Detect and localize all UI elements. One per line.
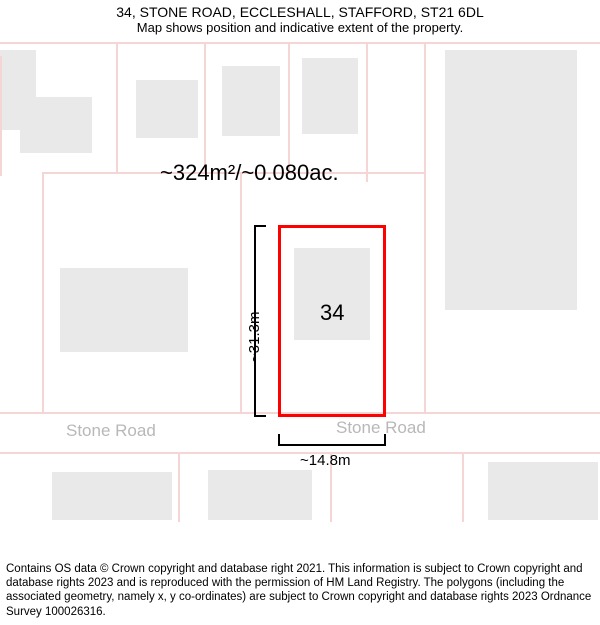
- building-footprint: [302, 58, 358, 134]
- road-name-left: Stone Road: [66, 421, 156, 441]
- plot-boundary-line: [240, 172, 242, 412]
- plot-boundary-line: [462, 452, 464, 522]
- building-footprint: [60, 268, 188, 352]
- copyright-footer: Contains OS data © Crown copyright and d…: [6, 562, 594, 620]
- header-title: 34, STONE ROAD, ECCLESHALL, STAFFORD, ST…: [0, 4, 600, 20]
- plot-boundary-line: [116, 42, 118, 172]
- building-footprint: [0, 50, 36, 130]
- plot-number: 34: [320, 300, 344, 326]
- header-subtitle: Map shows position and indicative extent…: [0, 20, 600, 35]
- building-footprint: [488, 462, 598, 520]
- plot-boundary-line: [0, 56, 2, 176]
- plot-boundary-line: [0, 42, 600, 44]
- plot-boundary-line: [366, 42, 368, 182]
- height-dimension: ~31.3m: [246, 312, 263, 362]
- plot-boundary-line: [424, 42, 426, 412]
- building-footprint: [445, 50, 577, 310]
- plot-boundary-line: [288, 42, 290, 172]
- area-label: ~324m²/~0.080ac.: [160, 160, 339, 186]
- plot-boundary-line: [204, 42, 206, 172]
- building-footprint: [136, 80, 198, 138]
- map-canvas: ~324m²/~0.080ac. ~31.3m 34 ~14.8m Stone …: [0, 42, 600, 522]
- road-name-right: Stone Road: [336, 418, 426, 438]
- width-dimension: ~14.8m: [300, 452, 350, 469]
- header: 34, STONE ROAD, ECCLESHALL, STAFFORD, ST…: [0, 4, 600, 35]
- building-footprint: [208, 470, 312, 520]
- building-footprint: [222, 66, 280, 136]
- plot-boundary-line: [178, 452, 180, 522]
- plot-boundary-line: [42, 172, 44, 412]
- building-footprint: [52, 472, 172, 520]
